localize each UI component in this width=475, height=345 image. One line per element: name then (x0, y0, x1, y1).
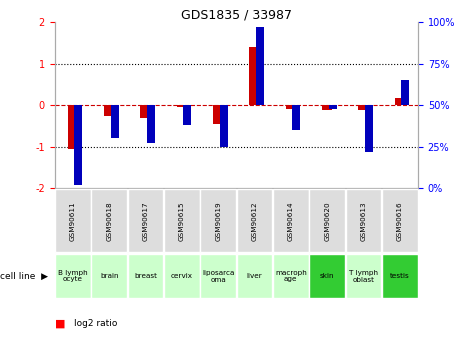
Title: GDS1835 / 33987: GDS1835 / 33987 (181, 8, 292, 21)
Bar (273, 189, 309, 252)
Bar (91, 255, 127, 297)
Text: cervix: cervix (171, 273, 193, 279)
Bar (309, 255, 345, 297)
Bar (128, 189, 163, 252)
Bar (164, 189, 200, 252)
Bar (256, 27, 264, 105)
Text: GSM90614: GSM90614 (288, 201, 294, 240)
Text: B lymph
ocyte: B lymph ocyte (58, 269, 87, 283)
Text: ■: ■ (55, 319, 65, 329)
Bar (329, 105, 337, 109)
Bar (220, 105, 228, 147)
Bar (164, 255, 200, 297)
Text: GSM90619: GSM90619 (215, 201, 221, 240)
Bar (91, 189, 127, 252)
Bar (359, 105, 369, 110)
Text: cell line  ▶: cell line ▶ (0, 272, 48, 280)
Bar (177, 105, 187, 107)
Bar (75, 105, 82, 185)
Bar (382, 255, 418, 297)
Bar (147, 105, 155, 143)
Bar (55, 189, 91, 252)
Bar (183, 105, 191, 125)
Text: GSM90618: GSM90618 (106, 201, 112, 240)
Bar (293, 105, 300, 130)
Bar (401, 80, 409, 105)
Text: GSM90616: GSM90616 (397, 201, 403, 240)
Text: GSM90620: GSM90620 (324, 201, 330, 240)
Bar (346, 189, 381, 252)
Bar (104, 105, 114, 116)
Bar (237, 189, 272, 252)
Bar (365, 105, 373, 151)
Bar (322, 105, 332, 110)
Text: T lymph
oblast: T lymph oblast (349, 269, 378, 283)
Bar (141, 105, 151, 118)
Bar (200, 189, 236, 252)
Bar (309, 189, 345, 252)
Text: liposarca
oma: liposarca oma (202, 269, 234, 283)
Text: testis: testis (390, 273, 410, 279)
Bar (382, 189, 418, 252)
Bar (286, 105, 296, 109)
Text: skin: skin (320, 273, 334, 279)
Bar (128, 255, 163, 297)
Bar (68, 105, 78, 149)
Text: GSM90612: GSM90612 (251, 201, 257, 240)
Bar (111, 105, 119, 138)
Text: GSM90615: GSM90615 (179, 201, 185, 240)
Bar (346, 255, 381, 297)
Bar (213, 105, 223, 124)
Text: liver: liver (247, 273, 262, 279)
Bar (200, 255, 236, 297)
Bar (273, 255, 309, 297)
Bar (249, 47, 259, 105)
Bar (237, 255, 272, 297)
Text: brain: brain (100, 273, 118, 279)
Bar (395, 98, 405, 105)
Text: GSM90613: GSM90613 (361, 201, 367, 240)
Bar (55, 255, 91, 297)
Text: log2 ratio: log2 ratio (74, 319, 117, 328)
Text: breast: breast (134, 273, 157, 279)
Text: GSM90611: GSM90611 (70, 201, 76, 240)
Text: GSM90617: GSM90617 (142, 201, 149, 240)
Text: macroph
age: macroph age (275, 269, 307, 283)
